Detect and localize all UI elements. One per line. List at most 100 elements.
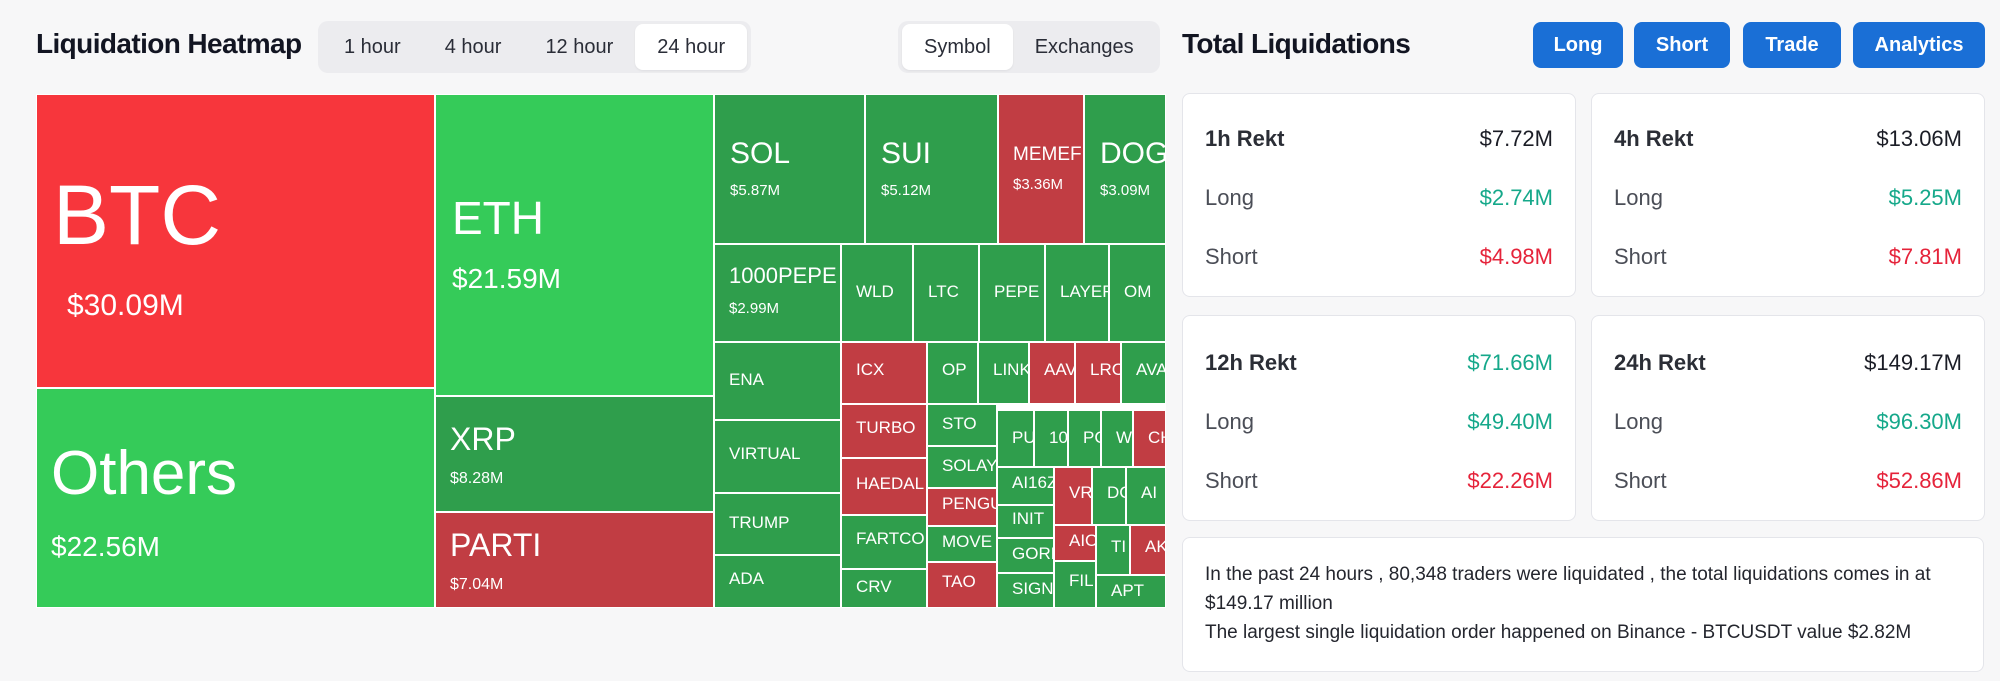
heatmap-tile-w[interactable]: W [1101, 410, 1133, 467]
tab-4-hour[interactable]: 4 hour [444, 35, 502, 58]
tile-symbol: ADA [729, 569, 764, 588]
heatmap-tile-virtual[interactable]: VIRTUAL [714, 420, 841, 493]
tile-symbol: LAYER [1060, 282, 1108, 301]
heatmap-tile-1000pepe[interactable]: 1000PEPE $2.99M [714, 244, 841, 342]
heatmap-tile-layer[interactable]: LAYER [1045, 244, 1109, 342]
heatmap-tile-ch[interactable]: CH [1133, 410, 1166, 467]
tile-symbol: 10 [1049, 428, 1068, 447]
heatmap-tile-ava[interactable]: AVA [1121, 342, 1166, 404]
tile-value: $2.99M [729, 300, 780, 317]
heatmap-tile-ai[interactable]: AI [1126, 467, 1166, 525]
heatmap-tile-trump[interactable]: TRUMP [714, 493, 841, 555]
liquidation-summary: In the past 24 hours , 80,348 traders we… [1182, 537, 1984, 672]
heatmap-tile-ltc[interactable]: LTC [913, 244, 979, 342]
long-button[interactable]: Long [1533, 22, 1623, 68]
heatmap-tile-ena[interactable]: ENA [714, 342, 841, 420]
heatmap-tile-others[interactable]: Others $22.56M [36, 388, 435, 608]
tile-value: $30.09M [67, 289, 184, 322]
heatmap-tile-ada[interactable]: ADA [714, 555, 841, 608]
short-button[interactable]: Short [1634, 22, 1730, 68]
heatmap-tile-turbo[interactable]: TURBO [841, 404, 927, 458]
tab-symbol[interactable]: Symbol [902, 24, 1013, 70]
tile-symbol: AIO [1069, 531, 1096, 550]
tile-symbol: PEPE [994, 282, 1040, 301]
heatmap-tile-om[interactable]: OM [1109, 244, 1166, 342]
heatmap-tile-gork[interactable]: GORK [997, 538, 1054, 573]
tab-12-hour[interactable]: 12 hour [545, 35, 614, 58]
heatmap-tile-pepe[interactable]: PEPE [979, 244, 1045, 342]
heatmap-tile-parti[interactable]: PARTI $7.04M [435, 512, 714, 608]
heatmap-tile-vr[interactable]: VR [1054, 467, 1092, 525]
tile-symbol: AI16Z [1012, 473, 1054, 492]
heatmap-tile-eth[interactable]: ETH $21.59M [435, 94, 714, 396]
heatmap-tile-ak[interactable]: AK [1130, 525, 1166, 575]
heatmap-tile-fil[interactable]: FIL [1054, 561, 1096, 608]
tile-symbol: SOL [730, 137, 791, 170]
heatmap-tile-apt[interactable]: APT [1096, 575, 1166, 608]
analytics-button[interactable]: Analytics [1853, 22, 1985, 68]
heatmap-tile-pc[interactable]: PC [1068, 410, 1101, 467]
card-total: $149.17M [1864, 350, 1962, 375]
heatmap-tile-haedal[interactable]: HAEDAL [841, 458, 927, 515]
heatmap-tile-lrc[interactable]: LRC [1075, 342, 1121, 404]
tile-symbol: LINK [993, 360, 1029, 379]
tile-symbol: CRV [856, 577, 892, 596]
tile-symbol: TRUMP [729, 513, 790, 532]
heatmap-tile-icx[interactable]: ICX [841, 342, 927, 404]
tile-symbol: DOGE [1100, 137, 1165, 170]
heatmap-tile-btc[interactable]: BTC $30.09M [36, 94, 435, 388]
heatmap-tile-tao[interactable]: TAO [927, 562, 997, 608]
short-label: Short [1205, 244, 1258, 269]
heatmap-tile-op[interactable]: OP [927, 342, 978, 404]
heatmap-tile-link[interactable]: LINK [978, 342, 1029, 404]
short-label: Short [1614, 468, 1667, 493]
tile-symbol: VR [1069, 483, 1092, 502]
group-by-selector: Symbol Exchanges [898, 21, 1160, 73]
heatmap-tile-sto[interactable]: STO [927, 404, 997, 446]
tile-symbol: ICX [856, 360, 885, 379]
heatmap-tile-sui[interactable]: SUI $5.12M [865, 94, 998, 244]
heatmap-tile-aio[interactable]: AIO [1054, 525, 1096, 561]
heatmap-tile-xrp[interactable]: XRP $8.28M [435, 396, 714, 512]
card-24h-rekt: 24h Rekt $149.17M Long $96.30M Short $52.86… [1591, 315, 1985, 521]
tile-symbol: PU [1012, 428, 1034, 447]
heatmap-tile-doge[interactable]: DOGE $3.09M [1084, 94, 1166, 244]
tile-symbol: LTC [928, 282, 959, 301]
heatmap-tile-pengu[interactable]: PENGU [927, 488, 997, 526]
heatmap-tile-aave[interactable]: AAVE [1029, 342, 1075, 404]
heatmap-tile-init[interactable]: INIT [997, 505, 1054, 538]
heatmap-tile-10[interactable]: 10 [1034, 410, 1068, 467]
long-value: $96.30M [1876, 409, 1962, 434]
tile-symbol: 1000PEPE [729, 263, 837, 288]
heatmap-tile-solay[interactable]: SOLAY [927, 446, 997, 488]
tile-symbol: FIL [1069, 571, 1094, 590]
heatmap-tile-pu[interactable]: PU [997, 410, 1034, 467]
tile-symbol: BTC [53, 168, 221, 262]
tile-symbol: PARTI [450, 527, 542, 563]
heatmap-tile-sol[interactable]: SOL $5.87M [714, 94, 865, 244]
trade-button[interactable]: Trade [1743, 22, 1841, 68]
heatmap-tile-ai16z[interactable]: AI16Z [997, 467, 1054, 505]
tab-24-hour[interactable]: 24 hour [635, 24, 748, 70]
heatmap-title: Liquidation Heatmap [36, 28, 302, 59]
tile-symbol: DC [1107, 483, 1125, 502]
tile-symbol: AVA [1136, 360, 1166, 379]
tile-symbol: WLD [856, 282, 894, 301]
heatmap-tile-crv[interactable]: CRV [841, 569, 927, 608]
tab-1-hour[interactable]: 1 hour [344, 35, 401, 58]
tile-symbol: SUI [881, 137, 932, 170]
heatmap-tile-ti[interactable]: TI [1096, 525, 1130, 575]
heatmap-tile-move[interactable]: MOVE [927, 526, 997, 562]
heatmap-tile-wld[interactable]: WLD [841, 244, 913, 342]
heatmap-tile-memef[interactable]: MEMEF $3.36M [998, 94, 1084, 244]
card-total: $13.06M [1876, 126, 1962, 151]
tile-value: $5.12M [881, 182, 932, 199]
heatmap-tile-dc[interactable]: DC [1092, 467, 1126, 525]
card-1h-rekt: 1h Rekt $7.72M Long $2.74M Short $4.98M [1182, 93, 1576, 297]
short-label: Short [1614, 244, 1667, 269]
tab-exchanges[interactable]: Exchanges [1034, 35, 1134, 58]
heatmap-tile-sign[interactable]: SIGN [997, 573, 1054, 608]
tile-symbol: LRC [1090, 360, 1121, 379]
tile-symbol: SIGN [1012, 579, 1054, 598]
